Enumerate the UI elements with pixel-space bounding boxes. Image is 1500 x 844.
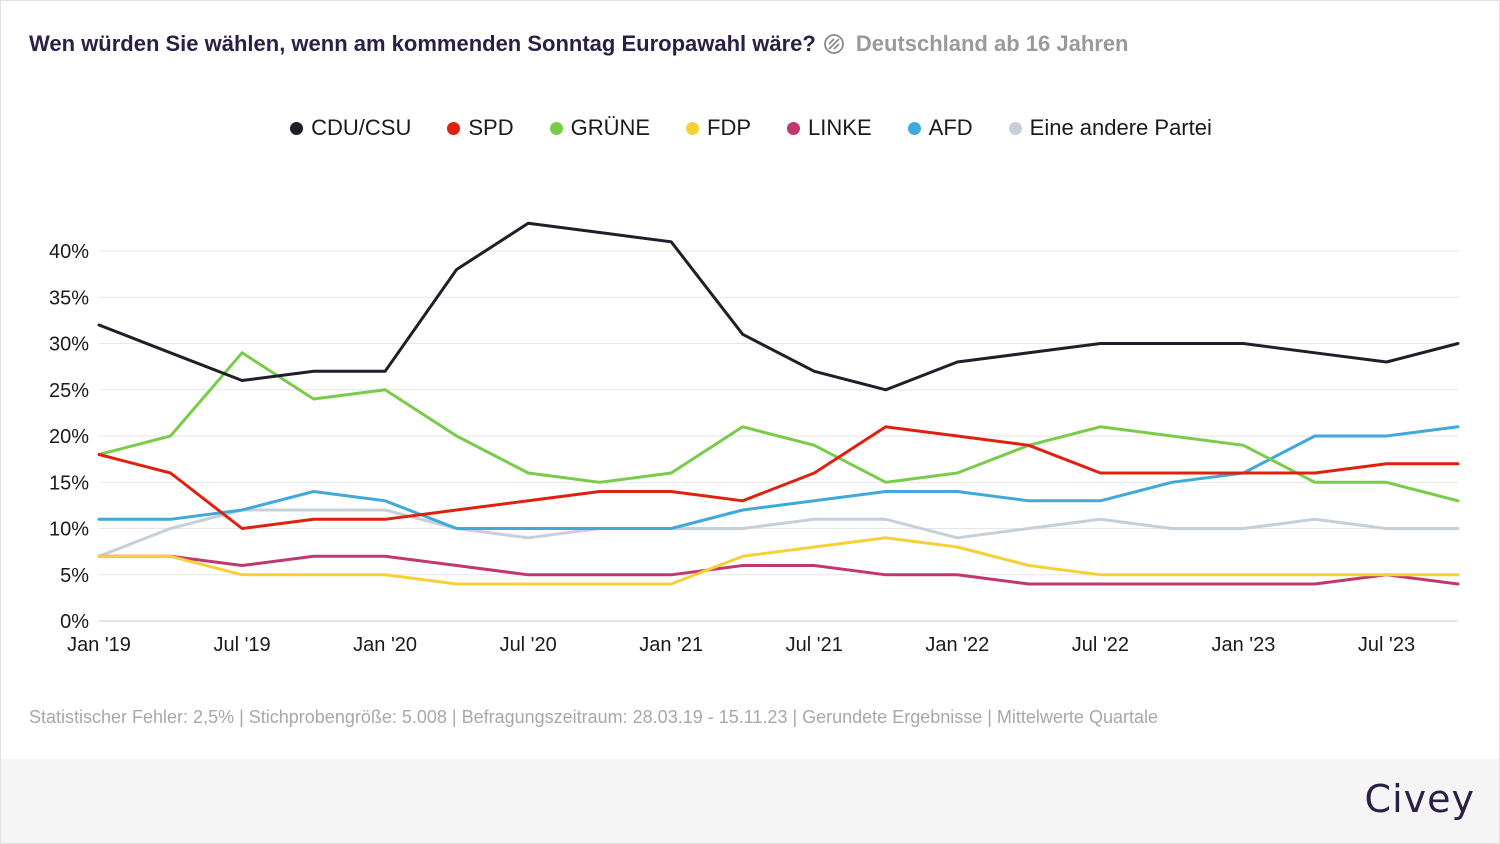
y-tick-label: 40%	[49, 241, 89, 263]
legend-item[interactable]: SPD	[447, 115, 514, 141]
y-tick-label: 10%	[49, 519, 89, 541]
legend-label: LINKE	[808, 115, 872, 140]
header: Wen würden Sie wählen, wenn am kommenden…	[29, 31, 1129, 57]
legend-label: SPD	[468, 115, 514, 140]
y-tick-label: 30%	[49, 334, 89, 356]
legend-dot-icon	[787, 121, 801, 135]
chart-title: Wen würden Sie wählen, wenn am kommenden…	[29, 31, 816, 56]
series-line-linke[interactable]	[97, 554, 1460, 586]
x-tick-label: Jul '23	[1358, 634, 1415, 656]
series-line-cdu-csu[interactable]	[97, 221, 1460, 392]
legend-item[interactable]: CDU/CSU	[290, 115, 411, 141]
x-tick-label: Jan '23	[1211, 634, 1275, 656]
legend-dot-icon	[549, 121, 563, 135]
legend-label: CDU/CSU	[311, 115, 412, 140]
series-line-eine-andere-partei[interactable]	[97, 508, 1460, 558]
legend-item[interactable]: AFD	[907, 115, 973, 141]
y-tick-label: 15%	[49, 472, 89, 494]
legend-label: GRÜNE	[570, 115, 651, 140]
legend-item[interactable]: GRÜNE	[549, 115, 651, 141]
y-tick-label: 5%	[60, 565, 89, 587]
y-tick-label: 20%	[49, 426, 89, 448]
series-line-fdp[interactable]	[97, 536, 1460, 586]
x-tick-label: Jan '20	[353, 634, 417, 656]
footnote: Statistischer Fehler: 2,5% | Stichproben…	[29, 707, 1158, 727]
chart-subtitle: Deutschland ab 16 Jahren	[855, 31, 1129, 56]
y-tick-label: 0%	[60, 611, 89, 633]
link-icon[interactable]	[822, 32, 846, 56]
series-line-afd[interactable]	[97, 425, 1460, 530]
x-axis: Jan '19 Jul '19 Jan '20 Jul '20 Jan '21 Jul '…	[67, 634, 1415, 656]
y-axis: 0% 5% 10% 15% 20% 25% 30% 35% 40%	[49, 241, 89, 633]
x-tick-label: Jul '20	[500, 634, 557, 656]
legend-dot-icon	[447, 121, 461, 135]
x-tick-label: Jul '19	[213, 634, 270, 656]
series-lines	[97, 221, 1460, 586]
x-tick-label: Jul '21	[786, 634, 843, 656]
legend-dot-icon	[686, 121, 700, 135]
y-tick-label: 25%	[49, 380, 89, 402]
legend-item[interactable]: Eine andere Partei	[1008, 115, 1212, 141]
legend-item[interactable]: LINKE	[787, 115, 872, 141]
legend-dot-icon	[907, 121, 921, 135]
x-tick-label: Jul '22	[1072, 634, 1129, 656]
legend-dot-icon	[290, 121, 304, 135]
x-tick-label: Jan '21	[639, 634, 703, 656]
legend-label: AFD	[928, 115, 973, 140]
series-line-grüne[interactable]	[97, 351, 1460, 503]
legend-label: Eine andere Partei	[1029, 115, 1212, 140]
legend-label: FDP	[707, 115, 752, 140]
y-tick-label: 35%	[49, 287, 89, 309]
civey-logo: Civey	[1364, 777, 1475, 821]
series-line-spd[interactable]	[97, 425, 1460, 530]
x-tick-label: Jan '19	[67, 634, 131, 656]
legend-dot-icon	[1008, 121, 1022, 135]
legend: CDU/CSU SPD GRÜNE FDP LINKE AFD Eine andere Pa…	[1, 115, 1500, 141]
x-tick-label: Jan '22	[925, 634, 989, 656]
line-chart: 0% 5% 10% 15% 20% 25% 30% 35% 40% Jan '19 Jul '19…	[49, 221, 1460, 656]
legend-item[interactable]: FDP	[686, 115, 751, 141]
footer: Civey	[1, 759, 1499, 843]
